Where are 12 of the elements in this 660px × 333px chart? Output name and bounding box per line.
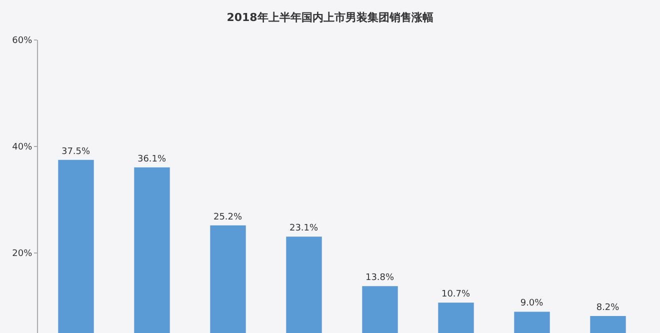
- y-tick-label: 20%: [12, 249, 33, 260]
- y-tick-label: 40%: [12, 142, 33, 153]
- data-label: 13.8%: [365, 273, 395, 284]
- data-label: 25.2%: [213, 212, 243, 222]
- data-label: 23.1%: [289, 224, 319, 234]
- data-label: 9.0%: [520, 298, 544, 309]
- y-tick-label: 60%: [12, 36, 33, 46]
- data-label: 8.2%: [596, 302, 620, 313]
- data-label: 36.1%: [137, 154, 167, 164]
- data-label: 10.7%: [441, 290, 471, 300]
- data-label: 37.5%: [61, 146, 91, 157]
- chart-title: 2018年上半年国内上市男装集团销售涨幅: [226, 11, 434, 24]
